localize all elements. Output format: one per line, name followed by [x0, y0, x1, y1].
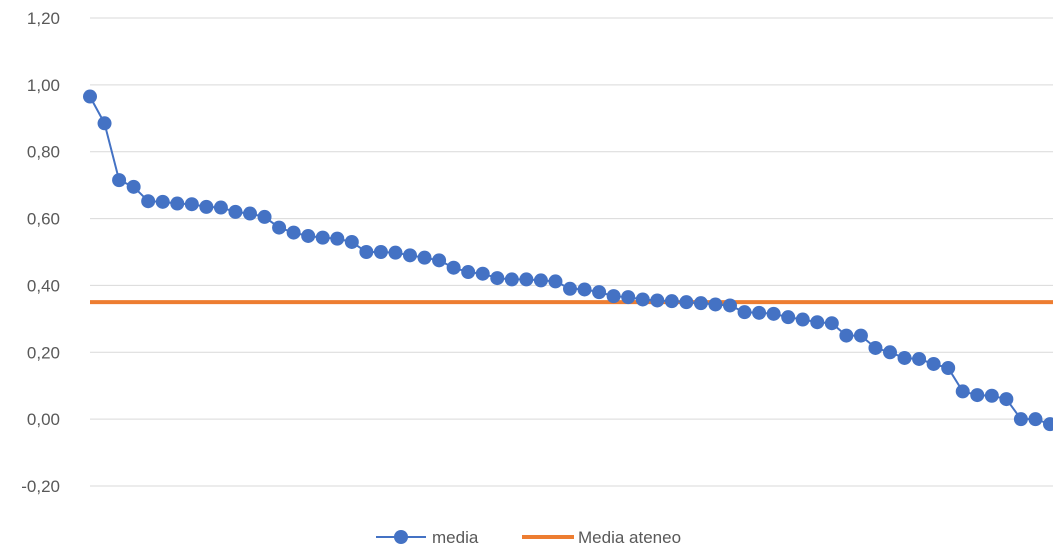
data-point: [417, 250, 432, 265]
data-point: [184, 197, 199, 212]
data-point: [679, 295, 694, 310]
data-point: [912, 351, 927, 366]
data-point: [897, 350, 912, 365]
data-point: [984, 388, 999, 403]
data-point: [213, 200, 228, 215]
legend-label-media-ateneo: Media ateneo: [578, 528, 681, 547]
data-point: [839, 328, 854, 343]
data-point: [592, 285, 607, 300]
data-point: [926, 356, 941, 371]
data-point: [141, 194, 156, 209]
data-point: [257, 209, 272, 224]
data-point: [97, 116, 112, 131]
data-point: [824, 316, 839, 331]
data-point: [272, 220, 287, 235]
plot-area: [83, 89, 1053, 432]
y-tick-label: -0,20: [21, 477, 60, 496]
data-point: [999, 392, 1014, 407]
data-point: [519, 272, 534, 287]
y-tick-label: 1,00: [27, 76, 60, 95]
data-point: [810, 315, 825, 330]
legend-label-media: media: [432, 528, 479, 547]
data-point: [112, 173, 127, 188]
legend-marker-media: [394, 530, 408, 544]
data-point: [781, 310, 796, 325]
data-point: [1013, 412, 1028, 427]
gridlines: [90, 17, 1053, 487]
data-point: [868, 340, 883, 355]
data-point: [723, 298, 737, 313]
data-point: [388, 245, 403, 260]
data-point: [853, 328, 868, 343]
data-point: [606, 289, 621, 304]
data-point: [432, 253, 447, 268]
data-point: [766, 306, 781, 321]
data-point: [126, 179, 141, 194]
y-tick-label: 1,20: [27, 9, 60, 28]
data-point: [650, 293, 665, 308]
data-point: [403, 248, 417, 263]
data-point: [446, 260, 461, 275]
y-axis-tick-labels: -0,20 0,00 0,20 0,40 0,60 0,80 1,00 1,20: [21, 9, 60, 496]
data-point: [461, 265, 476, 280]
data-point: [475, 266, 490, 281]
data-point: [752, 305, 767, 320]
data-point: [490, 271, 505, 286]
data-point: [693, 296, 708, 311]
data-point: [941, 360, 956, 375]
data-point: [1043, 417, 1053, 432]
y-tick-label: 0,80: [27, 143, 60, 162]
y-tick-label: 0,20: [27, 343, 60, 362]
data-point: [286, 225, 301, 240]
data-point: [621, 290, 636, 305]
data-point: [199, 199, 214, 214]
data-point: [737, 305, 752, 320]
data-point: [359, 245, 374, 259]
data-point: [344, 234, 359, 249]
data-point: [577, 282, 592, 297]
data-point: [330, 231, 345, 246]
data-point: [315, 230, 330, 245]
data-point: [708, 297, 723, 312]
data-point: [883, 345, 897, 360]
data-point: [533, 273, 548, 288]
data-point: [635, 292, 650, 307]
y-tick-label: 0,00: [27, 410, 60, 429]
data-point: [1028, 412, 1043, 427]
data-point: [548, 274, 563, 289]
series-line-media: [89, 96, 1051, 426]
data-point: [955, 384, 970, 399]
data-point: [795, 312, 810, 327]
y-tick-label: 0,60: [27, 210, 60, 229]
data-point: [664, 294, 679, 309]
data-point: [970, 388, 985, 403]
data-point: [228, 204, 243, 219]
data-point: [83, 89, 97, 104]
data-point: [170, 196, 185, 211]
data-point: [301, 228, 316, 243]
data-point: [373, 245, 388, 259]
data-point: [243, 206, 257, 221]
legend: media Media ateneo: [376, 528, 681, 547]
data-point: [155, 194, 170, 209]
y-tick-label: 0,40: [27, 276, 60, 295]
data-point: [504, 272, 519, 287]
data-point: [563, 281, 577, 296]
